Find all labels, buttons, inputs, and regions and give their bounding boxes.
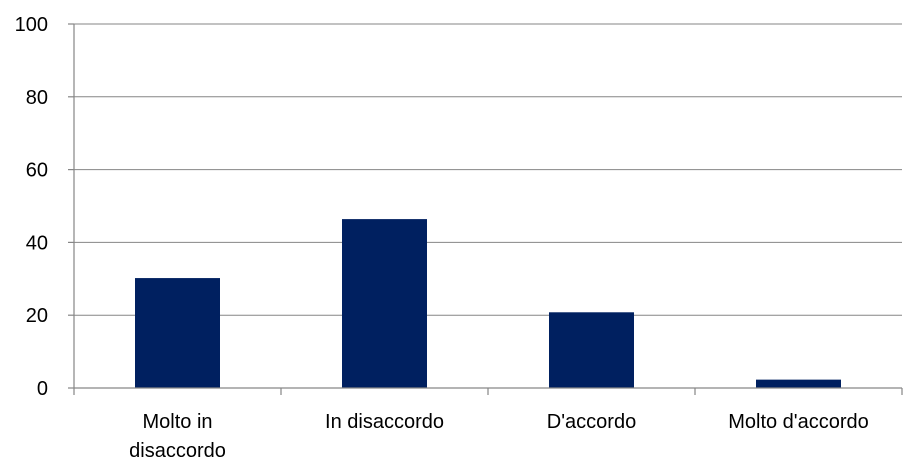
bar-2 (342, 219, 427, 388)
x-category-label-line: D'accordo (547, 411, 636, 433)
x-category-label: Molto d'accordo (728, 411, 869, 433)
axes (68, 23, 903, 395)
x-category-label-line: Molto d'accordo (728, 411, 869, 433)
x-category-label: D'accordo (547, 411, 636, 433)
y-tick-label: 20 (26, 305, 48, 327)
x-category-label: In disaccordo (325, 411, 444, 433)
x-axis-labels: Molto in disaccordo In disaccordo D'accordo… (129, 411, 869, 462)
bar-1 (135, 278, 220, 388)
gridlines (74, 23, 902, 316)
x-category-label-line: In disaccordo (325, 411, 444, 433)
y-tick-label: 40 (26, 232, 48, 254)
y-axis-ticks: 0 20 40 60 80 100 (15, 14, 48, 400)
x-category-label: Molto in disaccordo (129, 411, 226, 462)
bars (135, 219, 841, 388)
x-category-label-line: Molto in (142, 411, 212, 433)
bar-4 (756, 379, 841, 388)
y-tick-label: 100 (15, 14, 48, 36)
bar-3 (549, 312, 634, 388)
y-tick-label: 0 (37, 378, 48, 400)
y-tick-label: 80 (26, 87, 48, 109)
y-tick-label: 60 (26, 160, 48, 182)
x-category-label-line: disaccordo (129, 440, 226, 462)
